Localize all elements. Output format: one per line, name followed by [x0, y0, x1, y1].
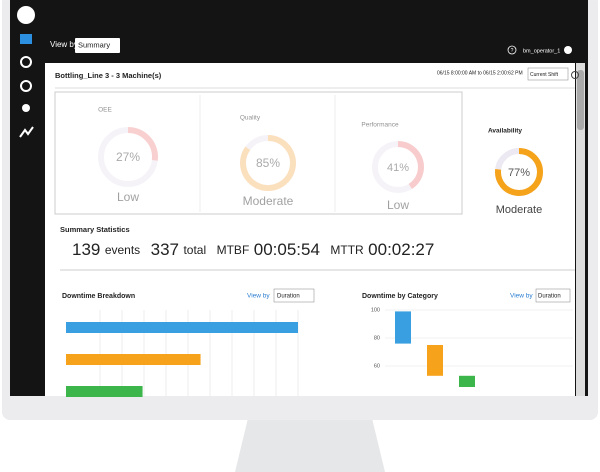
breakdown-bar	[66, 386, 143, 397]
view-by-select[interactable]	[75, 38, 120, 53]
shift: Current Shift	[530, 72, 559, 78]
view-by-label: View by	[247, 293, 270, 300]
total-label: total	[183, 243, 206, 257]
gauge: OEE 27% Low	[98, 107, 158, 204]
category-select[interactable]	[535, 288, 571, 303]
nav-icon[interactable]	[22, 104, 30, 112]
gauge-arc	[495, 148, 543, 196]
logo	[17, 6, 35, 24]
gauge-status: Moderate	[243, 194, 294, 208]
view-by-label: View by	[50, 40, 78, 49]
user-icon[interactable]	[564, 46, 572, 54]
breakdown-bar	[66, 322, 298, 333]
gauge-arc	[127, 127, 158, 161]
summary-row: 139 events 337 total MTBF 00:05:54 MTTR …	[72, 240, 434, 259]
gauge: Quality 85% Moderate	[240, 115, 296, 208]
breakdown-title: Downtime Breakdown	[62, 293, 135, 300]
gauge-label: Quality	[240, 115, 261, 122]
shift-select[interactable]	[527, 67, 569, 81]
y-tick-label: 80	[374, 335, 380, 341]
gauge-value: 77%	[508, 167, 530, 179]
summary-title: Summary Statistics	[60, 225, 130, 234]
header-title: Bottling_Line 3 - 3 Machine(s)	[55, 71, 162, 80]
gauge-value: 41%	[387, 162, 409, 174]
gauge-value: 27%	[116, 150, 140, 164]
total-count: 337	[151, 240, 179, 259]
view-by-value: Summary	[78, 40, 110, 49]
help-icon[interactable]	[507, 45, 517, 55]
category-bars	[395, 311, 475, 387]
help: ?	[511, 48, 514, 54]
nav-icon[interactable]	[20, 56, 32, 68]
scrollbar	[576, 63, 585, 396]
breakdown-bar	[66, 354, 201, 365]
time-range: 06/15 8:00:00 AM to 06/15 2:00:62 PM	[437, 70, 523, 76]
view-by-label: View by	[510, 293, 533, 300]
gauge-label: OEE	[98, 107, 112, 114]
view-by-value: Duration	[277, 294, 300, 300]
events-count: 139	[72, 240, 100, 259]
stand	[235, 410, 385, 472]
category-bar	[427, 345, 443, 376]
mtbf-label: MTBF	[217, 243, 250, 257]
events-label: events	[105, 243, 140, 257]
mttr-label: MTTR	[330, 243, 364, 257]
gauge: Performance 41% Low	[361, 122, 424, 212]
scroll-thumb[interactable]	[577, 70, 584, 130]
y-tick-label: 60	[374, 363, 380, 369]
refresh-icon[interactable]	[571, 71, 579, 79]
gauge-status: Low	[117, 190, 139, 204]
mttr: 00:02:27	[368, 240, 434, 259]
gauge-status: Low	[387, 198, 409, 212]
y-tick-label: 100	[371, 307, 380, 313]
category-bar	[459, 375, 475, 387]
view-by-value: Duration	[538, 294, 561, 300]
gauge: Availability 77% Moderate	[488, 128, 543, 216]
gauge-value: 85%	[256, 156, 280, 170]
breakdown-select[interactable]	[273, 288, 315, 303]
content	[45, 63, 575, 396]
category-title: Downtime by Category	[362, 293, 438, 300]
nav-icon[interactable]	[20, 34, 32, 44]
gauge-panel	[54, 91, 463, 215]
mtbf: 00:05:54	[254, 240, 320, 259]
gauge-label: Availability	[488, 128, 522, 135]
gauge-status: Moderate	[496, 204, 542, 216]
nav-icon[interactable]	[19, 126, 34, 138]
user-name: bm_operator_1	[523, 48, 560, 54]
gauge-arc	[397, 141, 424, 189]
nav-icon[interactable]	[20, 80, 32, 92]
gauge-label: Performance	[361, 122, 399, 129]
category-bar	[395, 311, 411, 344]
gauge-arc	[240, 135, 296, 191]
